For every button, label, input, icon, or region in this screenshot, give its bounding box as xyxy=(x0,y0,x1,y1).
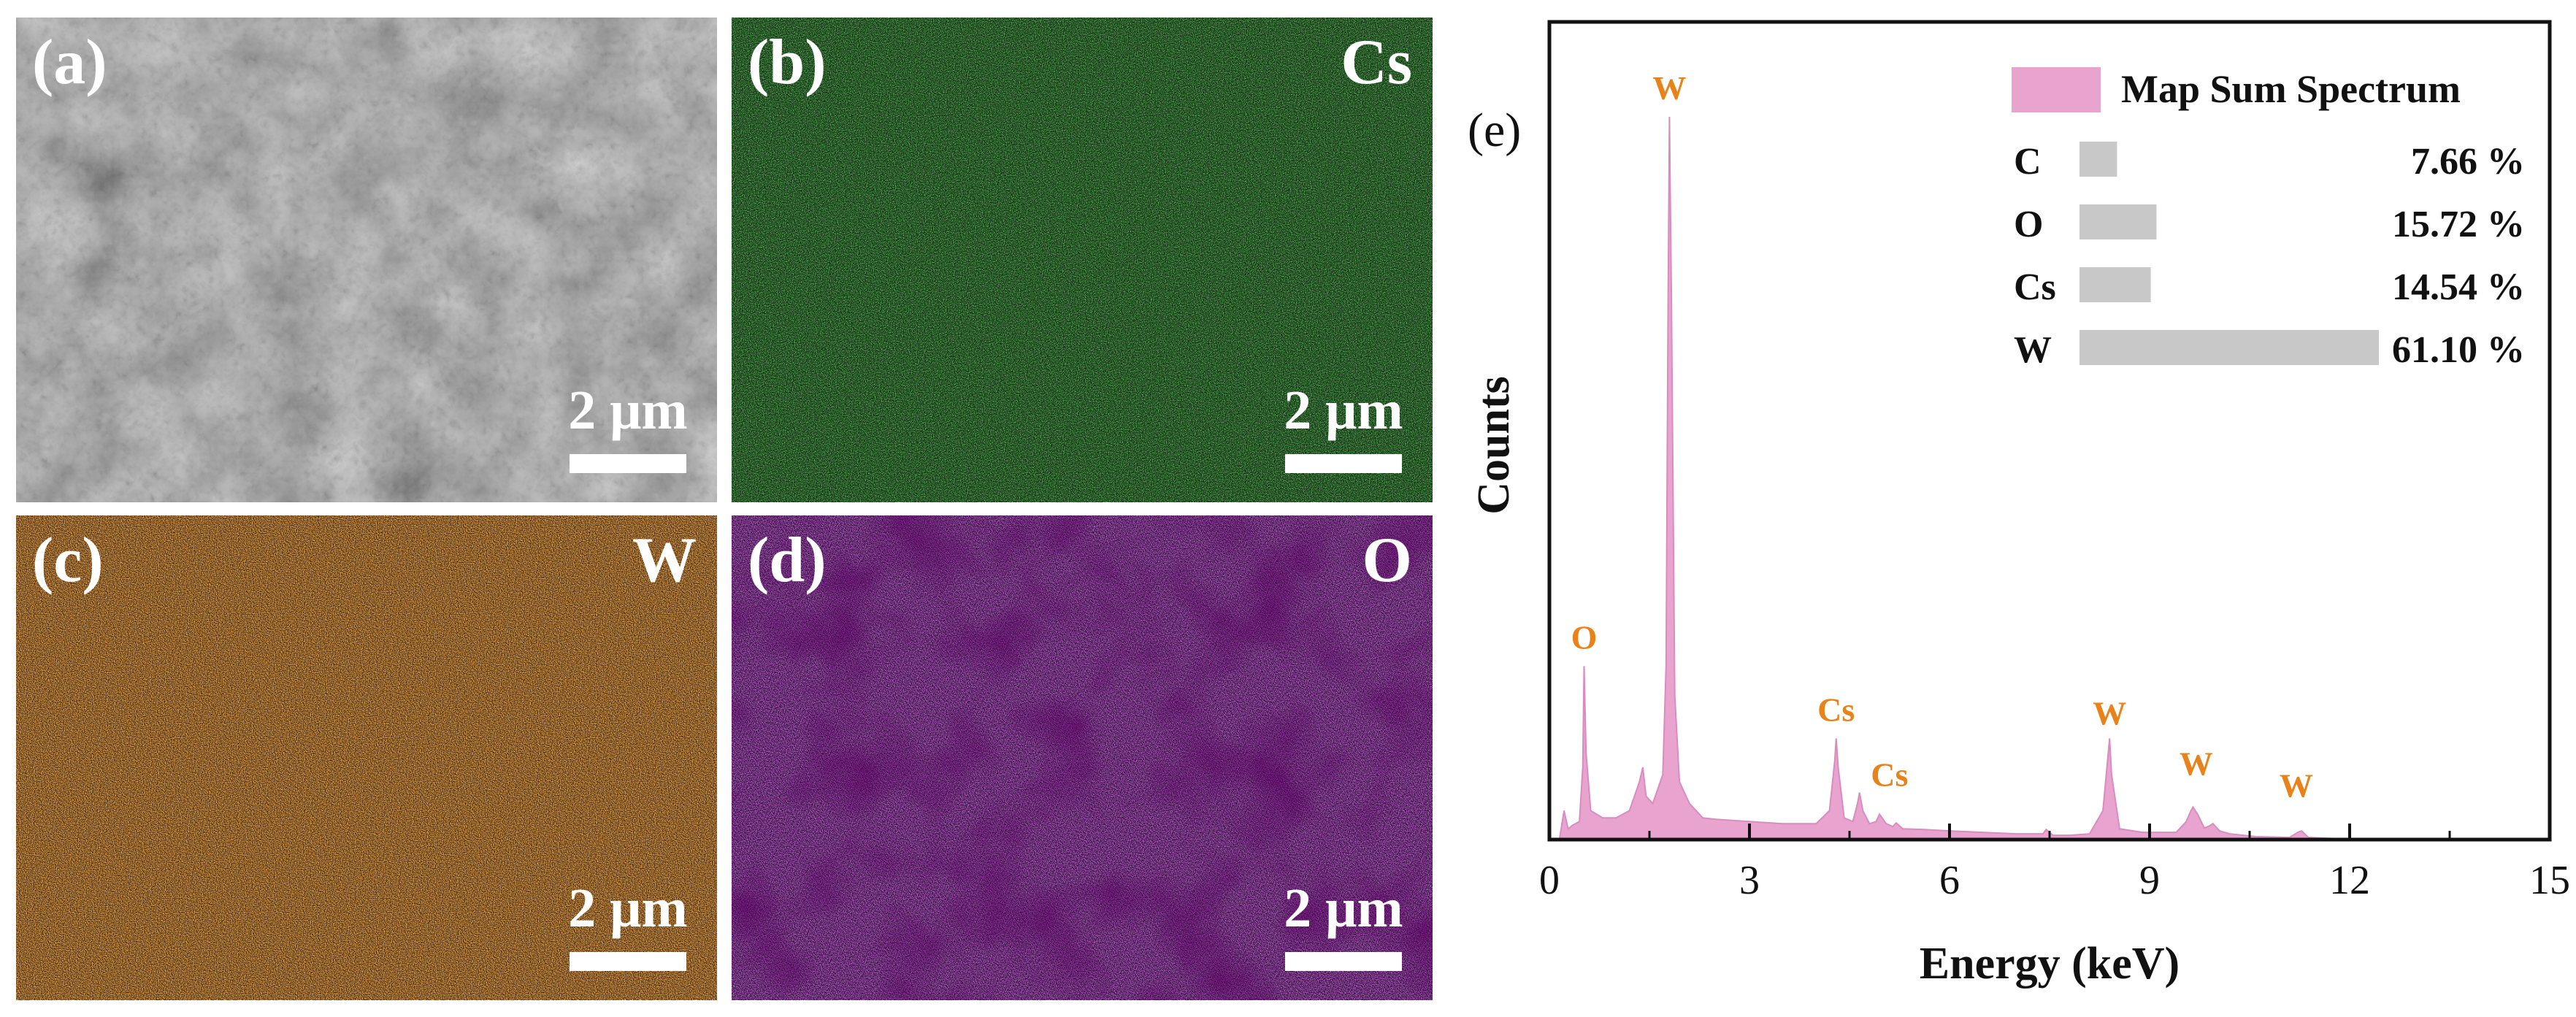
x-tick-label-5: 15 xyxy=(2529,858,2570,903)
legend-swatch xyxy=(2012,67,2101,112)
o-element-map xyxy=(732,515,1433,1000)
x-tick-label-0: 0 xyxy=(1539,858,1560,903)
panel-d-label: (d) xyxy=(748,525,827,596)
panel-a-scale-bar xyxy=(570,454,686,473)
x-tick-label-1: 3 xyxy=(1739,858,1760,903)
panel-b-cs-map: (b) Cs 2 μm xyxy=(732,18,1433,502)
composition-bar-1 xyxy=(2079,204,2157,239)
composition-element-1: O xyxy=(2014,204,2043,245)
panel-d-o-map: (d) O 2 μm xyxy=(732,515,1433,1000)
eds-spectrum-chart: (e) 0 3 6 9 12 15 Energy (keV) Counts W O Cs Cs W W W M… xyxy=(1468,20,2570,989)
peak-label-1: O xyxy=(1571,618,1598,656)
panel-a-scale-label: 2 μm xyxy=(568,380,688,441)
sem-micrograph xyxy=(16,18,717,502)
panel-d-element: O xyxy=(1362,525,1412,596)
composition-element-3: W xyxy=(2014,329,2052,371)
cs-element-map xyxy=(732,18,1433,502)
composition-bar-3 xyxy=(2079,330,2379,365)
panel-e-label: (e) xyxy=(1468,104,1521,157)
panel-b-element: Cs xyxy=(1341,27,1412,98)
plot-frame xyxy=(1547,20,2552,842)
legend-label: Map Sum Spectrum xyxy=(2121,67,2461,111)
peak-label-2: Cs xyxy=(1817,691,1855,728)
panel-d-scale-bar xyxy=(1285,952,1402,971)
composition-element-2: Cs xyxy=(2014,266,2056,308)
peak-label-5: W xyxy=(2180,745,2213,783)
peak-label-3: Cs xyxy=(1871,756,1908,794)
x-axis-label: Energy (keV) xyxy=(1920,939,2180,989)
peak-label-0: W xyxy=(1652,69,1686,107)
panel-b-scale-bar xyxy=(1285,454,1402,473)
panel-c-label: (c) xyxy=(32,525,104,596)
x-tick-label-2: 6 xyxy=(1939,858,1960,903)
composition-value-1: 15.72 % xyxy=(2392,204,2525,245)
panel-a-label: (a) xyxy=(32,27,107,98)
peak-label-6: W xyxy=(2280,767,2313,804)
spectrum-area-0 xyxy=(1549,116,2377,840)
composition-value-3: 61.10 % xyxy=(2392,329,2525,371)
composition-element-0: C xyxy=(2014,141,2042,183)
peak-label-4: W xyxy=(2093,694,2126,732)
composition-bar-2 xyxy=(2079,267,2151,302)
y-axis-label: Counts xyxy=(1469,376,1519,515)
composition-value-2: 14.54 % xyxy=(2392,266,2525,308)
panel-c-w-map: (c) W 2 μm xyxy=(16,515,717,1000)
composition-bar-0 xyxy=(2079,142,2117,177)
panel-c-scale-label: 2 μm xyxy=(568,878,688,939)
w-element-map xyxy=(16,515,717,1000)
panel-b-label: (b) xyxy=(748,27,827,98)
x-tick-label-3: 9 xyxy=(2139,858,2160,903)
panel-a-sem-image: (a) 2 μm xyxy=(16,18,717,502)
panel-c-element: W xyxy=(632,525,697,596)
panel-d-scale-label: 2 μm xyxy=(1284,878,1403,939)
panel-c-scale-bar xyxy=(570,952,686,971)
composition-value-0: 7.66 % xyxy=(2411,141,2525,183)
panel-b-scale-label: 2 μm xyxy=(1284,380,1403,441)
x-tick-label-4: 12 xyxy=(2329,858,2370,903)
